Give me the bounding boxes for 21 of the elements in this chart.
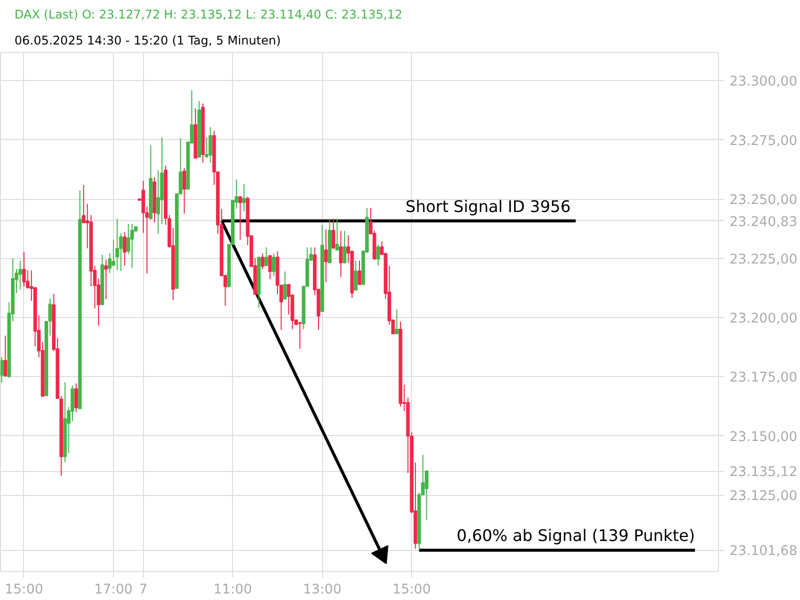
y-tick-label: 23.150,00 bbox=[730, 430, 798, 445]
y-tick-label: 23.175,00 bbox=[730, 370, 798, 386]
y-tick-label: 23.275,00 bbox=[730, 134, 798, 149]
x-tick-label: 15:00 bbox=[392, 582, 431, 598]
y-tick-label: 23.225,00 bbox=[730, 252, 798, 268]
x-tick-label: 17:00 bbox=[94, 582, 133, 598]
chart-subtitle: 06.05.2025 14:30 - 15:20 (1 Tag, 5 Minuten) bbox=[14, 34, 281, 48]
y-tick-label: 23.300,00 bbox=[730, 74, 798, 90]
y-tick-label: 23.200,00 bbox=[730, 311, 798, 326]
y-tick-label: 23.240,83 bbox=[730, 214, 798, 230]
y-tick-label: 23.101,68 bbox=[730, 544, 798, 560]
chart-title: DAX (Last) O: 23.127,72 H: 23.135,12 L: 23.114,40 C: 23.135,12 bbox=[14, 8, 402, 22]
y-tick-label: 23.250,00 bbox=[730, 193, 798, 208]
x-tick-label: 11:00 bbox=[214, 582, 252, 598]
y-tick-label: 23.125,00 bbox=[730, 489, 798, 504]
series-label: 0,60% ab Signal (139 Punkte) bbox=[456, 526, 696, 546]
series-label: Short Signal ID 3956 bbox=[406, 196, 571, 216]
x-tick-label: 13:00 bbox=[303, 582, 342, 598]
x-tick-label: 7 bbox=[139, 582, 148, 598]
x-tick-label: 15:00 bbox=[4, 582, 44, 598]
y-tick-label: 23.135,12 bbox=[730, 465, 798, 480]
